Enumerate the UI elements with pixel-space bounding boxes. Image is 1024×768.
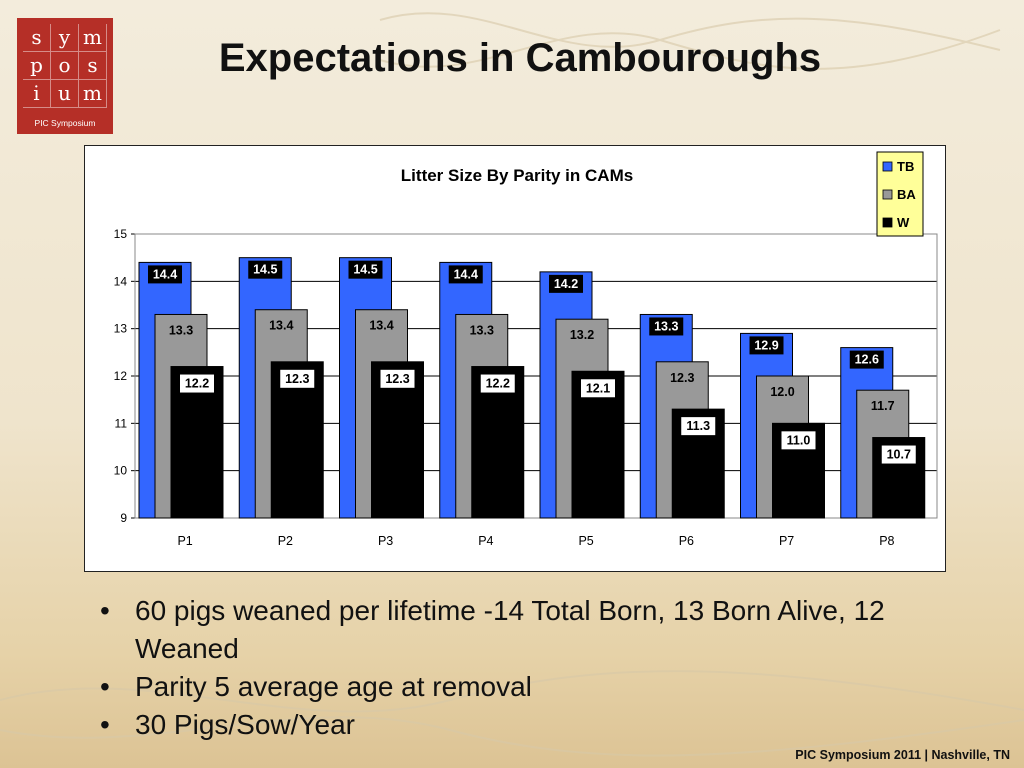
data-label: 12.3 [285, 372, 309, 386]
logo-letter: p [23, 52, 51, 80]
logo-letter: m [79, 80, 107, 108]
data-label: 12.2 [185, 377, 209, 391]
x-tick-label: P7 [779, 534, 794, 548]
x-tick-label: P2 [278, 534, 293, 548]
bar-w [270, 361, 324, 519]
footer-text: PIC Symposium 2011 | Nashville, TN [795, 748, 1010, 762]
data-label: 14.4 [153, 267, 177, 281]
y-tick-label: 10 [114, 464, 128, 478]
slide-title: Expectations in Cambouroughs [218, 36, 822, 80]
data-label-bg [649, 317, 684, 336]
legend-swatch-ba [882, 189, 893, 200]
y-tick-label: 12 [114, 369, 128, 383]
data-label: 11.3 [686, 419, 710, 433]
x-tick-label: P1 [177, 534, 192, 548]
bullet-list: 60 pigs weaned per lifetime -14 Total Bo… [100, 592, 930, 744]
data-label-bg [549, 274, 583, 293]
x-tick-label: P5 [578, 534, 593, 548]
x-tick-label: P3 [378, 534, 393, 548]
logo-letter: o [51, 52, 79, 80]
data-label: 14.5 [253, 263, 277, 277]
data-label: 10.7 [887, 448, 911, 462]
data-label-bg [148, 265, 182, 284]
data-label: 12.9 [754, 338, 778, 352]
data-label-bg [881, 445, 916, 464]
x-tick-label: P8 [879, 534, 894, 548]
x-tick-label: P4 [478, 534, 493, 548]
data-label: 13.4 [269, 319, 293, 333]
logo-letter: s [79, 52, 107, 80]
data-label-bg [581, 379, 615, 398]
x-tick-label: P6 [679, 534, 694, 548]
data-label: 14.5 [353, 263, 377, 277]
plot-area-border [134, 233, 938, 519]
y-tick-label: 9 [120, 511, 127, 525]
bullet-item: 60 pigs weaned per lifetime -14 Total Bo… [100, 592, 930, 668]
legend-label: BA [897, 187, 916, 202]
data-label-bg [781, 431, 816, 450]
legend-label: TB [897, 159, 914, 174]
data-label-bg [380, 369, 415, 388]
data-label-bg [749, 336, 784, 355]
data-label: 13.3 [470, 323, 494, 337]
data-label: 14.2 [554, 277, 578, 291]
data-label-bg [348, 260, 383, 279]
bullet-item: Parity 5 average age at removal [100, 668, 930, 706]
data-label-bg [248, 260, 283, 279]
bullet-item: 30 Pigs/Sow/Year [100, 706, 930, 744]
chart-frame: Litter Size By Parity in CAMs 9 10 11 12 13 14… [84, 145, 946, 572]
data-label-bg [849, 350, 884, 369]
logo-letter: m [79, 24, 107, 52]
data-label: 11.7 [871, 399, 895, 413]
data-label-bg [448, 265, 483, 284]
data-label-bg [180, 374, 214, 393]
data-label: 11.0 [787, 433, 811, 447]
data-label: 12.6 [855, 353, 879, 367]
legend-swatch-tb [882, 161, 893, 172]
data-label: 12.1 [586, 381, 610, 395]
data-label-bg [681, 417, 716, 436]
data-label: 12.3 [670, 371, 694, 385]
logo-letter: y [51, 24, 79, 52]
litter-size-bar-chart: Litter Size By Parity in CAMs 9 10 11 12 13 14… [114, 151, 938, 548]
logo-letter: u [51, 80, 79, 108]
bar-w [371, 361, 424, 519]
data-label: 12.0 [770, 385, 794, 399]
y-tick-label: 15 [114, 227, 128, 241]
logo-letter: s [23, 24, 51, 52]
data-label: 13.2 [570, 328, 594, 342]
data-label-bg [280, 369, 315, 388]
legend-label: W [897, 215, 910, 230]
logo-caption: PIC Symposium [34, 118, 96, 128]
data-label: 13.4 [369, 319, 393, 333]
legend-swatch-w [882, 217, 893, 228]
data-label: 14.4 [454, 267, 478, 281]
data-label: 13.3 [654, 319, 678, 333]
data-label: 13.3 [169, 323, 193, 337]
y-tick-label: 13 [114, 322, 128, 336]
y-tick-label: 11 [115, 416, 128, 430]
data-label: 12.2 [486, 377, 510, 391]
data-label: 12.3 [385, 372, 409, 386]
data-label-bg [480, 374, 515, 393]
chart-title: Litter Size By Parity in CAMs [401, 166, 633, 185]
logo-letter: i [23, 80, 51, 108]
y-tick-label: 14 [114, 274, 128, 288]
